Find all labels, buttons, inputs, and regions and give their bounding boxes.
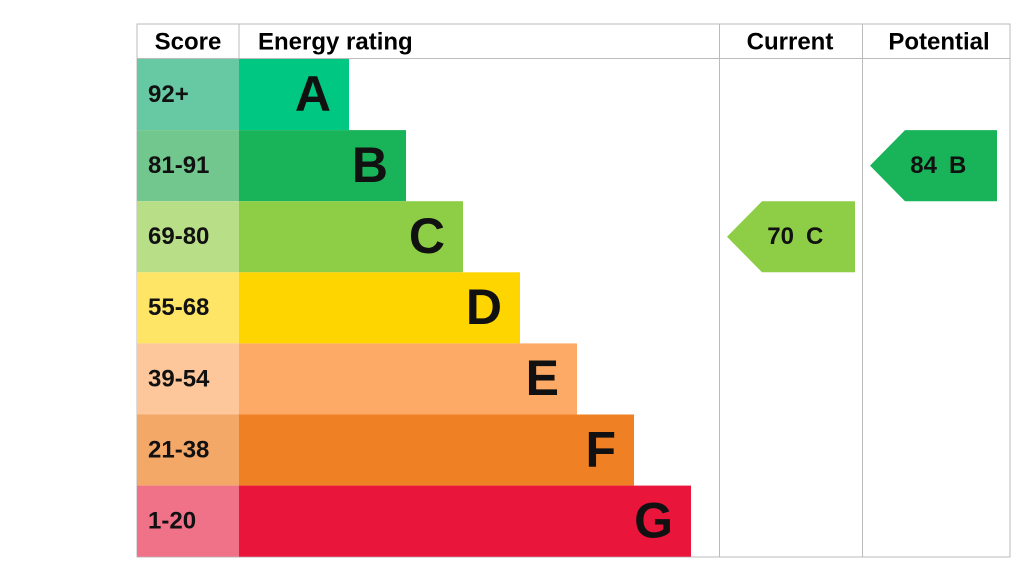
score-label: 92+ — [148, 81, 189, 108]
rating-bar — [239, 485, 691, 557]
score-cell — [137, 130, 239, 202]
score-cell — [137, 59, 239, 131]
score-label: 55-68 — [148, 294, 209, 321]
rating-letter: D — [466, 279, 502, 335]
potential-arrow — [870, 130, 997, 202]
score-cell — [137, 201, 239, 273]
rating-bar — [239, 201, 463, 273]
score-label: 69-80 — [148, 223, 209, 250]
rating-bar — [239, 130, 406, 202]
potential-letter: B — [949, 152, 966, 179]
header-current: Current — [747, 28, 834, 55]
score-cell — [137, 485, 239, 557]
rating-letter: E — [526, 350, 559, 406]
rating-letter: F — [585, 421, 616, 477]
current-letter: C — [806, 223, 823, 250]
score-label: 39-54 — [148, 365, 210, 392]
rating-bar — [239, 272, 520, 344]
potential-value: 84 — [910, 152, 937, 179]
current-arrow — [727, 201, 855, 273]
rating-bar — [239, 343, 577, 415]
score-cell — [137, 272, 239, 344]
rating-letter: B — [352, 137, 388, 193]
header-score: Score — [155, 28, 222, 55]
score-cell — [137, 414, 239, 486]
header-potential: Potential — [888, 28, 989, 55]
score-label: 1-20 — [148, 507, 196, 534]
rating-bar — [239, 414, 634, 486]
current-value: 70 — [767, 223, 794, 250]
score-label: 21-38 — [148, 436, 209, 463]
score-cell — [137, 343, 239, 415]
rating-letter: C — [409, 208, 445, 264]
rating-bar — [239, 59, 349, 131]
rating-letter: G — [634, 492, 673, 548]
header-rating: Energy rating — [258, 28, 413, 55]
score-label: 81-91 — [148, 152, 209, 179]
rating-letter: A — [295, 66, 331, 122]
